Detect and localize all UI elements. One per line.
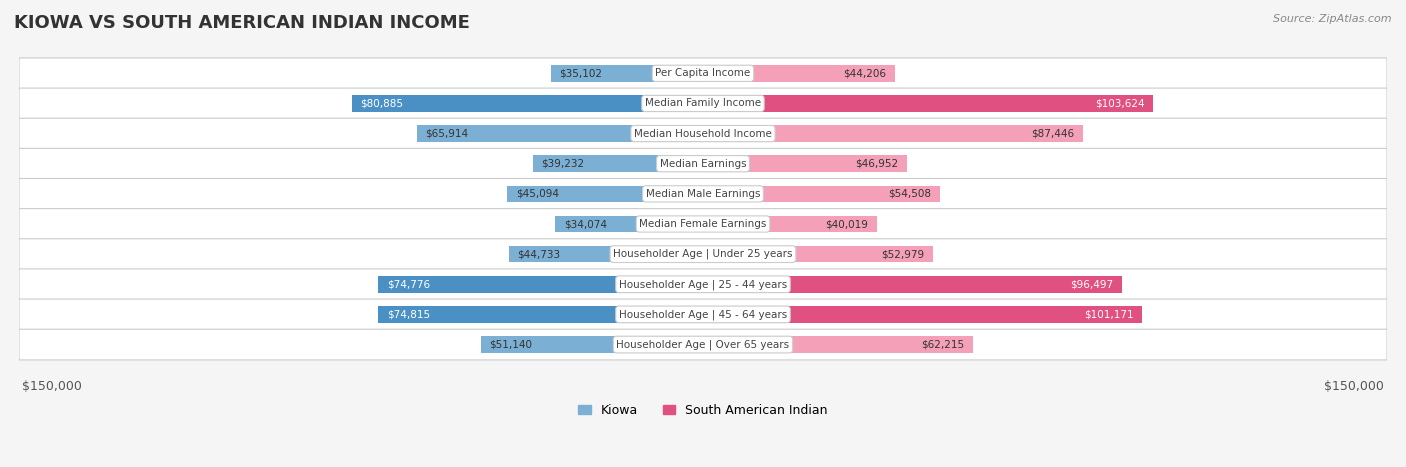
- Text: $74,776: $74,776: [387, 279, 430, 289]
- Text: $101,171: $101,171: [1084, 310, 1133, 319]
- Text: $45,094: $45,094: [516, 189, 558, 199]
- FancyBboxPatch shape: [20, 58, 1386, 89]
- Text: Median Household Income: Median Household Income: [634, 128, 772, 139]
- Text: $74,815: $74,815: [387, 310, 430, 319]
- Bar: [509, 246, 703, 262]
- Text: Median Female Earnings: Median Female Earnings: [640, 219, 766, 229]
- Text: Median Earnings: Median Earnings: [659, 159, 747, 169]
- Bar: [378, 276, 703, 292]
- Text: $40,019: $40,019: [825, 219, 868, 229]
- Bar: [703, 185, 939, 202]
- Text: $39,232: $39,232: [541, 159, 585, 169]
- Text: $103,624: $103,624: [1095, 99, 1144, 108]
- Text: $87,446: $87,446: [1031, 128, 1074, 139]
- Bar: [703, 246, 934, 262]
- Bar: [703, 156, 907, 172]
- Text: Source: ZipAtlas.com: Source: ZipAtlas.com: [1274, 14, 1392, 24]
- FancyBboxPatch shape: [20, 269, 1386, 300]
- Text: $46,952: $46,952: [855, 159, 898, 169]
- Bar: [551, 65, 703, 82]
- Text: $51,140: $51,140: [489, 340, 533, 350]
- Bar: [703, 216, 877, 232]
- Text: Householder Age | Under 25 years: Householder Age | Under 25 years: [613, 249, 793, 259]
- Bar: [703, 125, 1083, 142]
- Text: $52,979: $52,979: [882, 249, 924, 259]
- Bar: [703, 276, 1122, 292]
- Text: Median Male Earnings: Median Male Earnings: [645, 189, 761, 199]
- Text: Householder Age | Over 65 years: Householder Age | Over 65 years: [616, 340, 790, 350]
- Bar: [703, 95, 1153, 112]
- Bar: [703, 306, 1143, 323]
- Text: $35,102: $35,102: [560, 68, 602, 78]
- Bar: [352, 95, 703, 112]
- Text: $54,508: $54,508: [889, 189, 931, 199]
- Text: $62,215: $62,215: [921, 340, 965, 350]
- Text: $44,206: $44,206: [844, 68, 886, 78]
- Text: $65,914: $65,914: [426, 128, 468, 139]
- Bar: [378, 306, 703, 323]
- Text: Median Family Income: Median Family Income: [645, 99, 761, 108]
- Bar: [508, 185, 703, 202]
- Legend: Kiowa, South American Indian: Kiowa, South American Indian: [574, 399, 832, 422]
- Bar: [533, 156, 703, 172]
- FancyBboxPatch shape: [20, 88, 1386, 119]
- Bar: [703, 65, 896, 82]
- Bar: [416, 125, 703, 142]
- Bar: [555, 216, 703, 232]
- Text: Per Capita Income: Per Capita Income: [655, 68, 751, 78]
- FancyBboxPatch shape: [20, 329, 1386, 360]
- FancyBboxPatch shape: [20, 239, 1386, 269]
- FancyBboxPatch shape: [20, 178, 1386, 209]
- Text: $44,733: $44,733: [517, 249, 561, 259]
- Text: $96,497: $96,497: [1070, 279, 1114, 289]
- Text: KIOWA VS SOUTH AMERICAN INDIAN INCOME: KIOWA VS SOUTH AMERICAN INDIAN INCOME: [14, 14, 470, 32]
- Text: $34,074: $34,074: [564, 219, 607, 229]
- FancyBboxPatch shape: [20, 118, 1386, 149]
- FancyBboxPatch shape: [20, 299, 1386, 330]
- FancyBboxPatch shape: [20, 149, 1386, 179]
- Bar: [481, 336, 703, 353]
- Bar: [703, 336, 973, 353]
- Text: Householder Age | 25 - 44 years: Householder Age | 25 - 44 years: [619, 279, 787, 290]
- FancyBboxPatch shape: [20, 209, 1386, 240]
- Text: Householder Age | 45 - 64 years: Householder Age | 45 - 64 years: [619, 309, 787, 320]
- Text: $80,885: $80,885: [360, 99, 404, 108]
